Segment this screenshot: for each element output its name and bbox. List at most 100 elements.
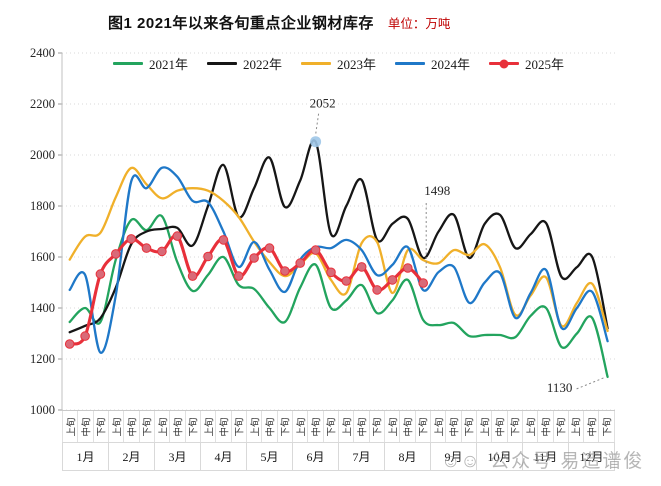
unit-label: 单位：万吨: [387, 17, 451, 31]
x-axis-period-cell: 上旬: [385, 411, 401, 442]
x-axis-period-label: 上旬: [572, 416, 583, 437]
x-axis-period-label: 上旬: [481, 416, 492, 437]
series-marker-2025年: [172, 231, 183, 241]
watermark-emoji-icon: ☺☺: [441, 451, 480, 472]
x-axis-period-label: 中旬: [496, 416, 507, 437]
x-axis-month-label: 6月: [293, 443, 339, 470]
x-axis-month-label: 5月: [247, 443, 293, 470]
annotation-label: 1498: [424, 183, 450, 198]
series-marker-2025年: [264, 243, 275, 253]
x-axis-period-cell: 下旬: [278, 411, 293, 442]
annotation-dot: [310, 136, 322, 148]
x-axis-period-label: 下旬: [419, 416, 430, 437]
x-axis-period-cell: 下旬: [599, 411, 615, 442]
annotation-leader: [576, 377, 604, 390]
x-axis-period-cell: 下旬: [232, 411, 247, 442]
legend-swatch: [300, 62, 331, 65]
x-axis-period-cell: 下旬: [140, 411, 155, 442]
x-axis-period-cell: 中旬: [262, 411, 278, 442]
series-marker-2025年: [341, 276, 352, 286]
legend-label: 2025年: [525, 57, 565, 72]
x-axis-period-label: 上旬: [527, 416, 538, 437]
series-marker-2025年: [280, 266, 290, 276]
x-axis-period-cell: 下旬: [186, 411, 201, 442]
x-axis-period-cell: 中旬: [170, 411, 186, 442]
series-line-2021年: [68, 214, 609, 379]
x-axis-period-label: 中旬: [542, 416, 553, 437]
series-line-2022年: [68, 139, 609, 334]
legend-swatch: [395, 62, 425, 65]
x-axis-period-label: 中旬: [82, 416, 93, 437]
x-axis-period-cell: 上旬: [523, 411, 539, 442]
series-marker-2025年: [111, 249, 121, 259]
x-axis-period-cell: 中旬: [446, 411, 462, 442]
series-marker-2025年: [126, 234, 136, 244]
legend-label: 2021年: [148, 57, 188, 72]
x-axis-month-label: 9月: [431, 443, 477, 470]
x-axis-period-cell: 中旬: [216, 411, 232, 442]
x-axis-period-cell: 上旬: [431, 411, 447, 442]
y-tick-label: 2400: [30, 46, 55, 60]
legend-item: 2021年: [112, 54, 188, 73]
series-marker-2025年: [372, 285, 382, 295]
legend-item: 2022年: [206, 54, 282, 73]
y-tick-label: 2000: [30, 148, 55, 162]
x-axis-period-cell: 上旬: [569, 411, 585, 442]
x-axis-period-cell: 上旬: [477, 411, 493, 442]
chart-title: 图1 2021年以来各旬重点企业钢材库存: [108, 15, 374, 32]
x-axis-month-label: 3月: [155, 443, 201, 470]
x-axis-period-cell: 下旬: [416, 411, 431, 442]
x-axis-month-row: 1月 2月 3月 4月 5月 6月 7月 8月 9月 10月 11月 12月: [62, 443, 615, 471]
legend-label: 2022年: [242, 57, 282, 72]
x-axis-period-cell: 中旬: [584, 411, 600, 442]
x-axis-period-label: 中旬: [588, 416, 599, 437]
y-tick-label: 1800: [30, 199, 55, 213]
series-marker-2025年: [295, 258, 306, 268]
series-marker-2025年: [326, 267, 336, 278]
x-axis-period-label: 中旬: [450, 416, 461, 437]
x-axis-month-label: 2月: [109, 443, 155, 470]
x-axis-period-cell: 中旬: [124, 411, 140, 442]
x-axis-period-label: 中旬: [358, 416, 369, 437]
x-axis-period-cell: 下旬: [370, 411, 385, 442]
legend-marker-dot: [499, 59, 509, 68]
x-axis-month-label: 4月: [201, 443, 247, 470]
x-axis-period-label: 中旬: [266, 416, 277, 437]
legend-item: 2023年: [300, 54, 376, 73]
series-marker-2025年: [233, 271, 244, 281]
series-marker-2025年: [310, 245, 321, 255]
x-axis-period-label: 中旬: [174, 416, 185, 437]
x-axis-period-cell: 下旬: [508, 411, 523, 442]
annotation-label: 2052: [310, 96, 336, 111]
x-axis-period-cell: 中旬: [400, 411, 416, 442]
x-axis-month-label: 8月: [385, 443, 431, 470]
x-axis-period-label: 中旬: [404, 416, 415, 437]
x-axis-period-label: 下旬: [557, 416, 568, 437]
x-axis-period-cell: 下旬: [324, 411, 339, 442]
series-line-2025年: [68, 233, 425, 346]
annotation-leader: [315, 113, 320, 135]
series-marker-2025年: [141, 243, 152, 253]
legend-swatch: [489, 59, 520, 68]
y-tick-label: 1600: [30, 250, 55, 264]
x-axis-period-cell: 上旬: [293, 411, 309, 442]
x-axis-period-label: 上旬: [389, 416, 400, 437]
x-axis-period-row: 上旬 中旬 下旬 上旬 中旬 下旬 上旬 中旬 下旬 上旬 中旬 下旬 上旬 中旬 下旬 上旬 中旬 下旬 上旬 中旬…: [62, 411, 615, 443]
series-marker-2025年: [64, 339, 75, 349]
x-axis-period-cell: 下旬: [94, 411, 109, 442]
x-axis-month-label: 11月: [523, 443, 569, 470]
x-axis-period-label: 中旬: [128, 416, 139, 437]
x-axis-period-cell: 上旬: [109, 411, 125, 442]
legend: 2021年 2022年 2023年 2024年 2025年: [62, 54, 615, 73]
legend-label: 2023年: [336, 57, 376, 72]
series-marker-2025年: [356, 262, 367, 272]
x-axis-period-label: 上旬: [159, 416, 170, 437]
y-tick-label: 1400: [30, 301, 55, 315]
x-axis-period-label: 下旬: [281, 416, 292, 437]
series-marker-2025年: [387, 275, 398, 285]
y-tick-label: 1000: [30, 403, 55, 417]
series-marker-2025年: [403, 263, 413, 273]
series-marker-2025年: [203, 251, 213, 262]
x-axis-period-label: 下旬: [511, 416, 522, 437]
x-axis-period-label: 下旬: [373, 416, 384, 437]
